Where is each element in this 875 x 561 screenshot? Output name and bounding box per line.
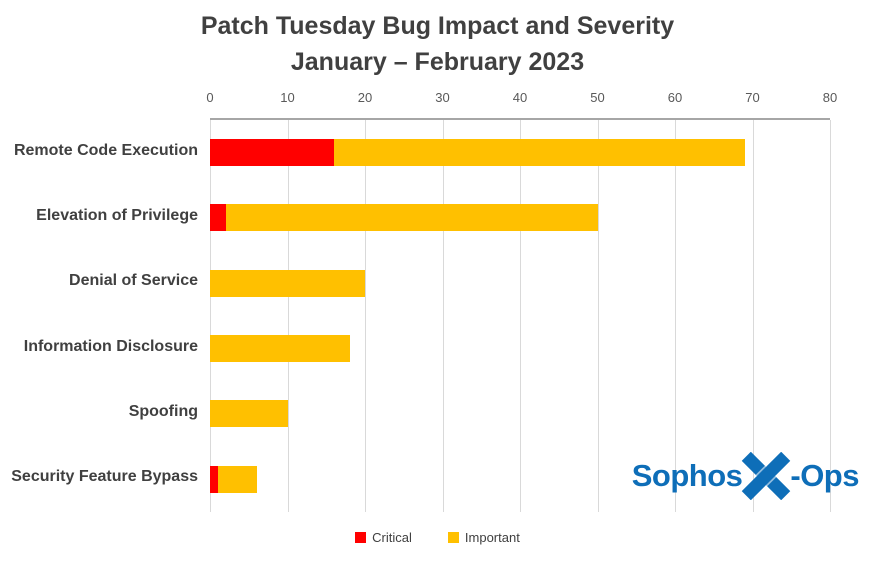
- gridline: [752, 120, 754, 512]
- gridline: [675, 120, 676, 512]
- legend-label: Important: [464, 530, 520, 545]
- legend: Critical Important: [0, 530, 875, 545]
- bar-segment-important: [210, 335, 350, 363]
- bar-segment-important: [334, 139, 745, 167]
- logo-text-right: -Ops: [790, 458, 859, 493]
- gridline: [210, 120, 211, 512]
- gridline: [520, 120, 521, 512]
- bar-segment-critical: [210, 204, 226, 232]
- legend-swatch: [355, 532, 367, 543]
- bar-segment-critical: [210, 139, 334, 167]
- bar-segment-important: [217, 465, 257, 493]
- sophos-x-ops-logo: Sophos -Ops: [632, 452, 859, 500]
- bar-row: [210, 251, 830, 316]
- legend-item: Critical: [355, 530, 412, 545]
- bar-row: [210, 381, 830, 446]
- category-labels: Remote Code Execution Elevation of Privil…: [0, 118, 198, 510]
- category-label: Denial of Service: [69, 272, 198, 290]
- chart-title: Patch Tuesday Bug Impact and Severity: [200, 12, 675, 40]
- logo-text-left: Sophos: [631, 458, 743, 493]
- tick-label: 50: [590, 90, 605, 105]
- bar-segment-important: [225, 204, 598, 232]
- category-label: Security Feature Bypass: [11, 468, 198, 486]
- stacked-bar: [210, 465, 257, 493]
- tick-label: 10: [280, 90, 295, 105]
- chart-title-block: Patch Tuesday Bug Impact and Severity Ja…: [0, 8, 875, 80]
- x-ops-x-icon: [742, 452, 791, 500]
- stacked-bar: [210, 400, 288, 428]
- bar-segment-important: [210, 269, 365, 297]
- legend-swatch: [447, 532, 459, 543]
- bar-row: [210, 316, 830, 381]
- bar-row: [210, 447, 830, 512]
- tick-label: 40: [512, 90, 528, 105]
- bar-segment-critical: [210, 465, 218, 493]
- gridline: [597, 120, 599, 512]
- stacked-bar: [210, 204, 598, 232]
- bar-segment-important: [210, 400, 288, 428]
- bar-row: [210, 120, 830, 185]
- gridline: [365, 120, 366, 512]
- legend-item: Important: [447, 530, 520, 545]
- tick-label: 80: [822, 90, 838, 105]
- tick-label: 70: [745, 90, 760, 105]
- gridline: [287, 120, 289, 512]
- tick-label: 20: [357, 90, 373, 105]
- legend-label: Critical: [372, 530, 412, 545]
- tick-label: 60: [667, 90, 683, 105]
- gridline: [830, 120, 831, 512]
- tick-row: 0 10 20 30 40 50 60 70 80: [206, 90, 837, 110]
- category-label: Elevation of Privilege: [36, 206, 198, 224]
- chart-subtitle: January – February 2023: [290, 48, 585, 76]
- plot-area: [210, 118, 831, 512]
- stacked-bar: [210, 139, 745, 167]
- stacked-bar: [210, 269, 365, 297]
- tick-label: 30: [435, 90, 450, 105]
- category-label: Spoofing: [128, 402, 198, 420]
- tick-label: 0: [206, 90, 214, 105]
- stacked-bar: [210, 335, 350, 363]
- category-label: Information Disclosure: [23, 337, 198, 355]
- bar-row: [210, 185, 830, 250]
- category-label: Remote Code Execution: [13, 141, 198, 159]
- gridline: [442, 120, 444, 512]
